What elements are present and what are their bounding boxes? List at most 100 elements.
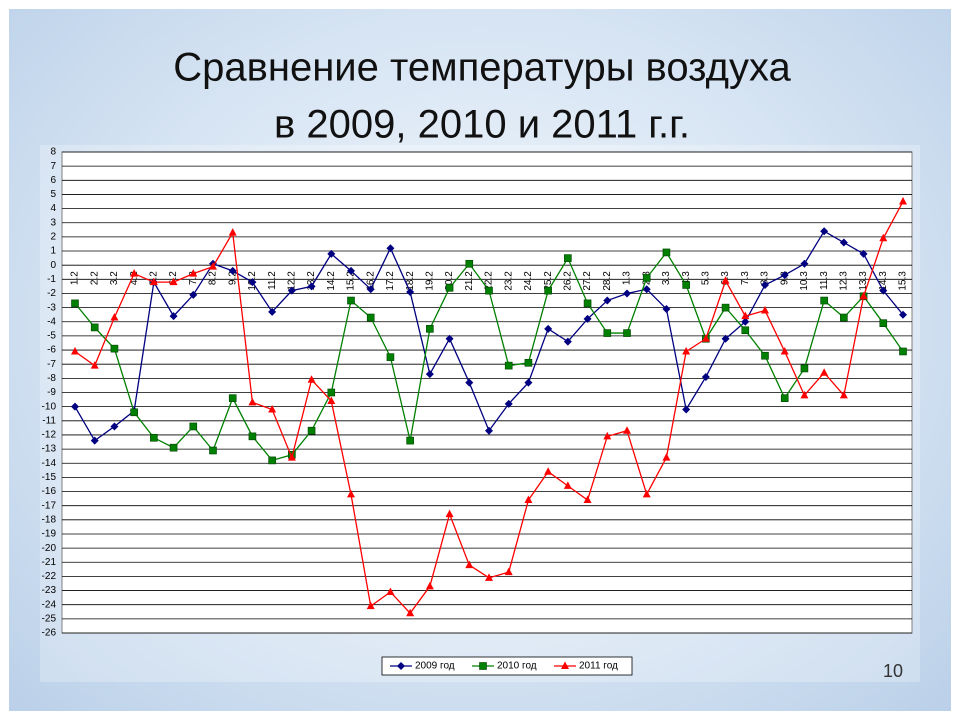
data-point — [465, 378, 474, 387]
data-point — [583, 299, 592, 308]
x-tick-label: 7.3 — [740, 271, 751, 285]
data-point — [485, 426, 493, 435]
data-point — [327, 396, 336, 404]
x-tick-label: 12.2 — [286, 271, 297, 291]
data-point — [682, 346, 691, 355]
y-tick-label: -13 — [42, 444, 57, 455]
x-tick-label: 3.3 — [661, 271, 672, 285]
y-tick-label: -10 — [42, 401, 57, 412]
data-point — [268, 404, 277, 413]
y-tick-label: -3 — [47, 302, 56, 313]
data-point — [544, 467, 553, 475]
data-point — [327, 249, 336, 258]
x-tick-label: 25.2 — [543, 271, 554, 291]
data-point — [366, 601, 375, 610]
data-point — [110, 313, 119, 321]
y-tick-label: -17 — [42, 500, 57, 511]
legend-label: 2011 год — [579, 661, 618, 672]
data-point — [800, 259, 809, 268]
data-point — [524, 495, 533, 504]
x-tick-label: 10.3 — [799, 271, 810, 291]
data-point — [701, 372, 710, 381]
data-point — [623, 289, 631, 298]
data-point — [406, 608, 415, 617]
data-point — [741, 326, 750, 335]
x-tick-label: 1.3 — [622, 271, 633, 285]
y-tick-label: 3 — [50, 217, 56, 228]
data-point — [780, 346, 789, 355]
data-point — [110, 344, 119, 353]
data-point — [603, 329, 612, 337]
x-tick-label: 1.2 — [70, 271, 81, 285]
y-tick-label: -18 — [42, 514, 57, 525]
data-point — [366, 313, 375, 322]
data-point — [386, 587, 395, 595]
y-tick-label: -4 — [47, 316, 56, 327]
data-point — [406, 288, 415, 297]
y-tick-label: -25 — [42, 613, 57, 624]
y-tick-label: 2 — [50, 232, 56, 243]
data-point — [840, 313, 848, 322]
data-point — [425, 581, 434, 590]
data-point — [839, 390, 848, 399]
y-tick-label: -9 — [47, 387, 56, 398]
data-point — [465, 560, 474, 569]
data-point — [879, 286, 888, 295]
data-point — [603, 431, 612, 440]
x-tick-label: 17.2 — [385, 271, 396, 291]
legend-label: 2010 год — [497, 661, 537, 672]
data-point — [169, 312, 178, 321]
data-point — [110, 422, 119, 431]
x-tick-label: 13.2 — [306, 271, 317, 291]
data-point — [721, 276, 730, 284]
data-point — [228, 266, 237, 275]
chart-subtitle: в 2009, 2010 и 2011 г.г. — [274, 103, 690, 147]
data-point — [386, 244, 395, 253]
data-point — [899, 197, 907, 205]
data-point — [504, 361, 513, 370]
legend-marker — [479, 662, 487, 670]
data-point — [189, 269, 198, 277]
x-tick-label: 9.2 — [227, 271, 238, 285]
x-tick-label: 12.3 — [838, 271, 849, 291]
data-point — [189, 290, 198, 299]
data-point — [485, 286, 493, 295]
data-point — [425, 370, 434, 379]
data-point — [761, 305, 769, 314]
x-tick-label: 20.2 — [444, 271, 455, 291]
y-tick-label: -16 — [42, 486, 57, 497]
y-tick-label: 5 — [50, 189, 56, 200]
data-point — [327, 388, 336, 397]
data-point — [879, 233, 888, 242]
data-point — [583, 314, 592, 323]
y-tick-label: -26 — [42, 628, 57, 639]
x-tick-label: 15.3 — [898, 271, 909, 291]
legend-marker — [561, 661, 569, 669]
data-point — [524, 378, 533, 387]
y-tick-label: -1 — [47, 274, 56, 285]
data-point — [445, 334, 454, 343]
data-point — [682, 405, 691, 414]
x-tick-label: 6.2 — [168, 271, 179, 285]
data-point — [130, 408, 138, 417]
y-tick-label: -2 — [47, 288, 56, 299]
legend-label: 2009 год — [415, 661, 455, 672]
data-point — [347, 296, 355, 305]
y-tick-label: -22 — [42, 571, 57, 582]
data-point — [820, 368, 829, 376]
data-point — [504, 399, 513, 408]
data-point — [90, 436, 99, 445]
y-tick-label: -12 — [42, 430, 57, 441]
data-point — [820, 296, 828, 305]
y-tick-label: 7 — [50, 161, 56, 172]
data-point — [682, 281, 690, 289]
data-point — [642, 285, 651, 294]
x-tick-label: 23.2 — [503, 271, 514, 291]
data-point — [209, 262, 217, 270]
data-point — [485, 573, 493, 581]
x-tick-label: 5.2 — [148, 271, 159, 285]
data-point — [662, 453, 671, 461]
data-point — [859, 249, 868, 258]
data-point — [899, 347, 907, 356]
